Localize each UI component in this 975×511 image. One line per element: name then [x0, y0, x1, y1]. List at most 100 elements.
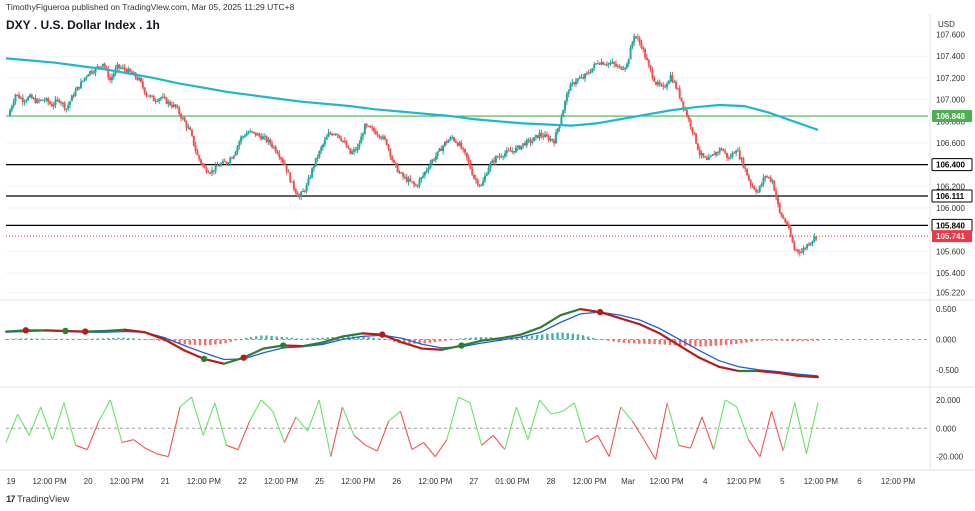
candle-body: [593, 64, 596, 69]
macd-histogram-bar: [724, 339, 728, 345]
candle-body: [116, 64, 119, 69]
osc-segment: [689, 416, 703, 449]
candle-body: [733, 152, 736, 154]
osc-segment: [109, 399, 123, 443]
candle-body: [662, 85, 665, 87]
macd-histogram-bar: [597, 339, 600, 340]
candle-body: [352, 149, 355, 152]
osc-segment: [782, 402, 796, 452]
candle-body: [405, 176, 408, 182]
tradingview-logo[interactable]: 17 TradingView: [6, 494, 69, 505]
level-label: 105.840: [936, 221, 965, 230]
candle-body: [349, 148, 352, 154]
candle-body: [700, 153, 703, 155]
macd-line-segment: [381, 333, 404, 344]
candle-body: [252, 131, 255, 133]
macd-line-segment: [341, 332, 364, 338]
candle-body: [483, 175, 486, 181]
candle-body: [622, 68, 625, 70]
candle-body: [167, 101, 170, 104]
osc-segment: [121, 439, 134, 444]
price-tick-label-top: 107.600: [936, 31, 965, 40]
candle-body: [130, 71, 133, 74]
candle-body: [782, 216, 785, 219]
candle-body: [269, 139, 272, 144]
macd-histogram-bar: [592, 337, 595, 340]
osc-segment: [98, 399, 111, 422]
candle-body: [635, 36, 638, 38]
price-tick-label: 105.400: [936, 269, 965, 278]
candle-body: [232, 155, 235, 159]
macd-line-segment: [658, 332, 681, 347]
candle-body: [225, 162, 228, 164]
macd-histogram-bar: [602, 339, 605, 341]
candle-body: [338, 135, 341, 139]
candle-body: [36, 99, 39, 103]
macd-histogram-bar: [551, 333, 554, 340]
candle-body: [121, 67, 124, 69]
macd-line-segment: [64, 329, 87, 333]
candle-body: [152, 96, 155, 102]
candle-body: [787, 224, 790, 228]
osc-segment: [666, 402, 680, 446]
candle-body: [189, 127, 192, 131]
candle-body: [183, 117, 186, 122]
candle-body: [489, 163, 492, 169]
candle-body: [271, 143, 274, 147]
osc-tick-label: 0.000: [936, 424, 957, 433]
candle-body: [181, 117, 184, 119]
candle-body: [746, 168, 749, 176]
osc-segment: [620, 406, 633, 422]
macd-histogram-bar: [806, 339, 809, 341]
candle-body: [434, 156, 437, 160]
candle-body: [99, 66, 102, 68]
macd-histogram-bar: [530, 335, 534, 340]
time-tick-label: 20: [84, 477, 93, 486]
candle-body: [625, 63, 628, 68]
candle-body: [374, 131, 377, 135]
candle-body: [254, 132, 257, 136]
candle-body: [804, 248, 807, 250]
osc-segment: [376, 421, 390, 452]
candle-body: [34, 98, 37, 103]
macd-histogram-bar: [556, 332, 559, 340]
time-tick-label: 5: [780, 477, 785, 486]
macd-histogram-bar: [704, 339, 707, 347]
macd-histogram-bar: [377, 338, 381, 340]
candle-body: [169, 101, 172, 106]
candle-body: [755, 189, 758, 192]
candle-body: [314, 158, 317, 166]
candle-body: [704, 156, 707, 158]
macd-histogram-bar: [224, 339, 227, 344]
candle-body: [722, 149, 725, 152]
macd-histogram-bar: [387, 339, 391, 341]
macd-histogram-bar: [255, 336, 258, 340]
osc-segment: [272, 411, 285, 443]
candle-body: [695, 133, 698, 144]
candle-body: [336, 133, 339, 136]
candle-body: [538, 132, 541, 139]
currency-label[interactable]: USD: [938, 20, 955, 29]
macd-histogram-bar: [740, 339, 743, 344]
candle-body: [192, 135, 195, 146]
candle-body: [58, 99, 61, 103]
candle-body: [129, 68, 132, 72]
time-tick-label: 26: [392, 477, 401, 486]
macd-histogram-bar: [178, 339, 181, 344]
macd-histogram-bar: [408, 339, 411, 344]
candle-body: [362, 134, 365, 137]
time-tick-label: 12:00 PM: [881, 477, 916, 486]
candle-body: [456, 142, 459, 146]
candle-body: [209, 172, 212, 174]
candle-body: [383, 136, 386, 140]
time-tick-label: 6: [857, 477, 862, 486]
candle-body: [10, 106, 13, 111]
osc-segment: [771, 411, 784, 452]
time-tick-label: 12:00 PM: [649, 477, 684, 486]
candle-body: [300, 192, 303, 197]
candle-body: [285, 165, 288, 172]
osc-segment: [724, 399, 738, 408]
candle-body: [453, 137, 456, 141]
candle-body: [644, 49, 647, 58]
